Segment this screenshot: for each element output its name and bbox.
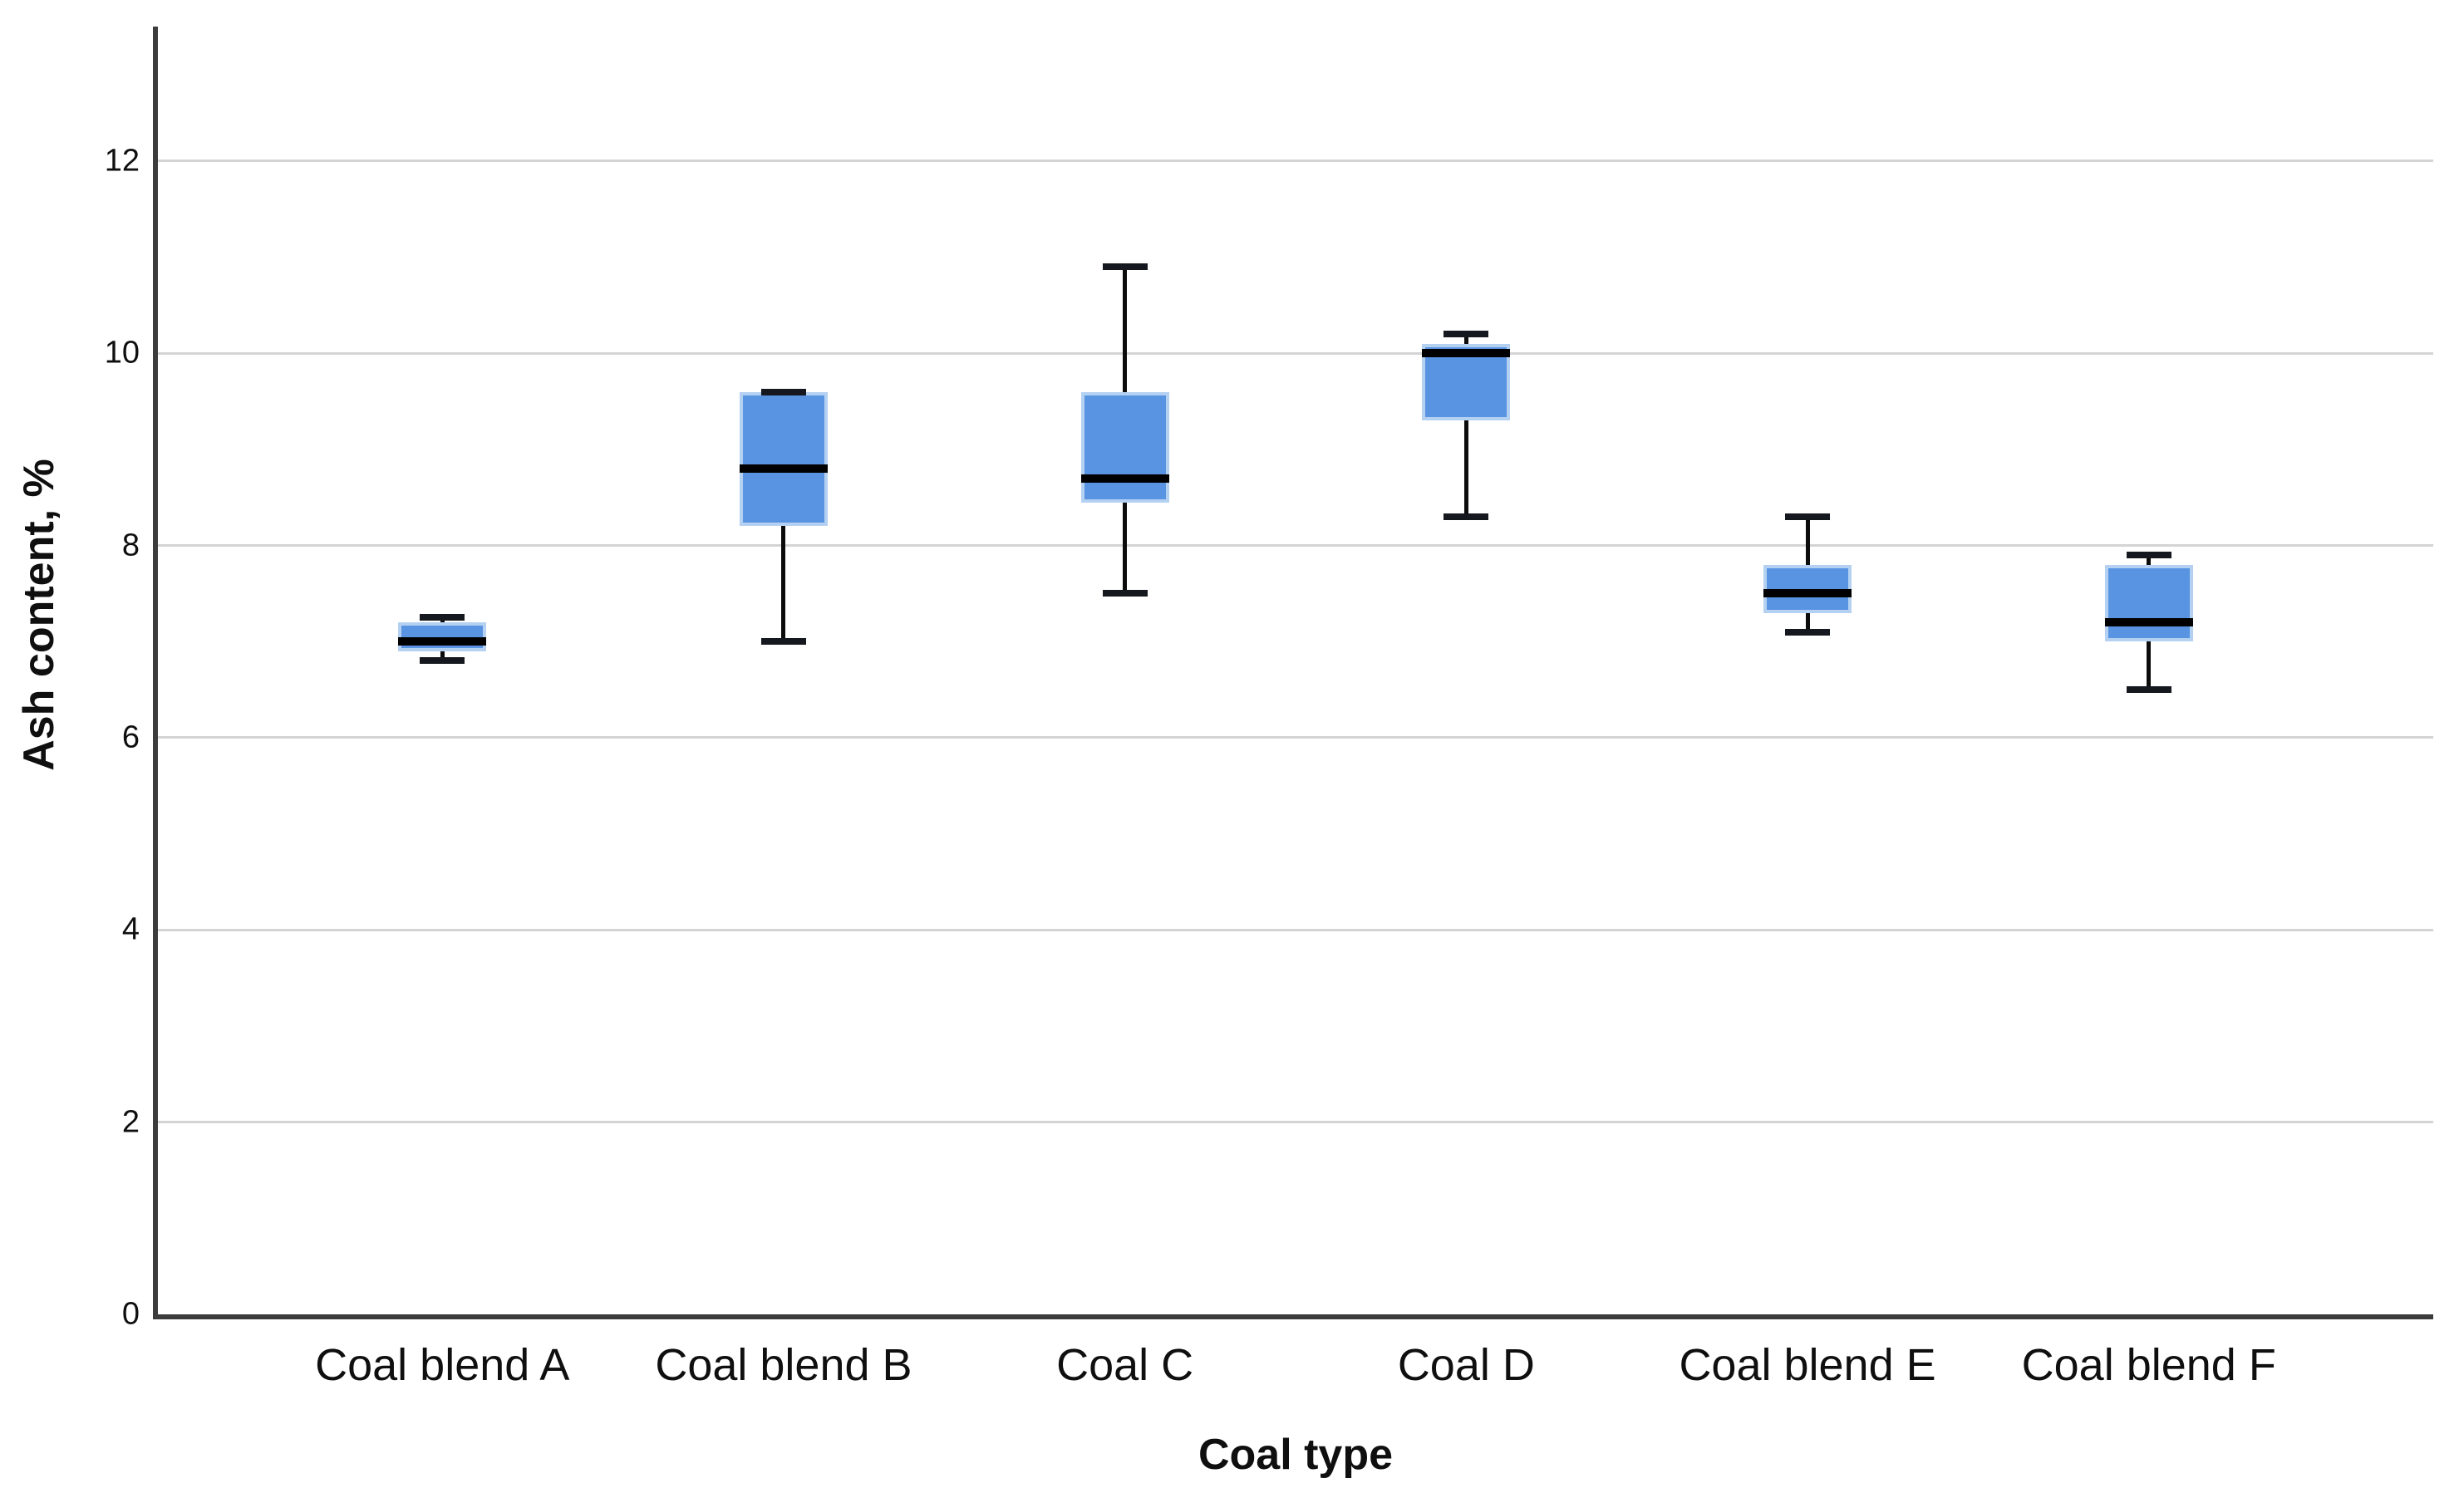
median-2 [1080,474,1169,483]
whisker-upper-2 [1123,267,1128,392]
whisker-upper-5 [2147,555,2152,565]
whisker-upper-4 [1805,516,1810,565]
median-1 [739,464,828,474]
y-tick-label-6: 6 [121,719,140,755]
whisker-upper-3 [1463,334,1468,344]
whisker-cap-top-0 [420,614,465,621]
whisker-lower-5 [2147,641,2152,690]
whisker-cap-bottom-0 [420,657,465,665]
box-0 [398,622,487,651]
gridline-2 [158,1121,2433,1124]
gridline-12 [158,160,2433,163]
whisker-lower-2 [1123,502,1128,594]
whisker-lower-0 [440,651,445,661]
gridline-8 [158,544,2433,548]
x-cat-label-1: Coal blend B [655,1340,912,1390]
median-4 [1763,589,1852,598]
median-5 [2104,618,2193,627]
whisker-cap-bottom-3 [1443,513,1489,520]
y-axis-line [153,27,158,1319]
y-tick-label-0: 0 [121,1296,140,1332]
y-tick-label-4: 4 [121,911,140,947]
gridline-6 [158,736,2433,739]
whisker-cap-bottom-1 [760,638,806,646]
whisker-cap-top-4 [1785,513,1831,520]
x-cat-label-5: Coal blend F [2021,1340,2276,1390]
whisker-cap-bottom-5 [2126,686,2171,694]
box-5 [2104,564,2193,642]
whisker-lower-1 [781,526,786,642]
median-0 [398,637,487,646]
box-4 [1763,564,1852,613]
y-tick-label-10: 10 [104,335,140,371]
y-tick-label-8: 8 [121,528,140,563]
median-3 [1422,349,1511,358]
gridline-10 [158,351,2433,355]
box-2 [1080,391,1169,503]
whisker-cap-top-1 [760,388,806,395]
whisker-cap-top-5 [2126,552,2171,559]
whisker-lower-4 [1805,612,1810,632]
y-tick-label-2: 2 [121,1104,140,1140]
y-tick-label-12: 12 [104,143,140,179]
x-cat-label-0: Coal blend A [315,1340,570,1390]
whisker-cap-top-2 [1102,263,1148,271]
x-cat-label-2: Coal C [1056,1340,1194,1390]
gridline-4 [158,928,2433,931]
whisker-cap-bottom-4 [1785,628,1831,636]
whisker-lower-3 [1463,420,1468,517]
whisker-cap-bottom-2 [1102,590,1148,597]
box-1 [739,391,828,527]
x-axis-line [153,1314,2433,1319]
x-axis-title: Coal type [1198,1431,1394,1479]
whisker-cap-top-3 [1443,331,1489,338]
x-cat-label-4: Coal blend E [1679,1340,1936,1390]
x-cat-label-3: Coal D [1397,1340,1535,1390]
